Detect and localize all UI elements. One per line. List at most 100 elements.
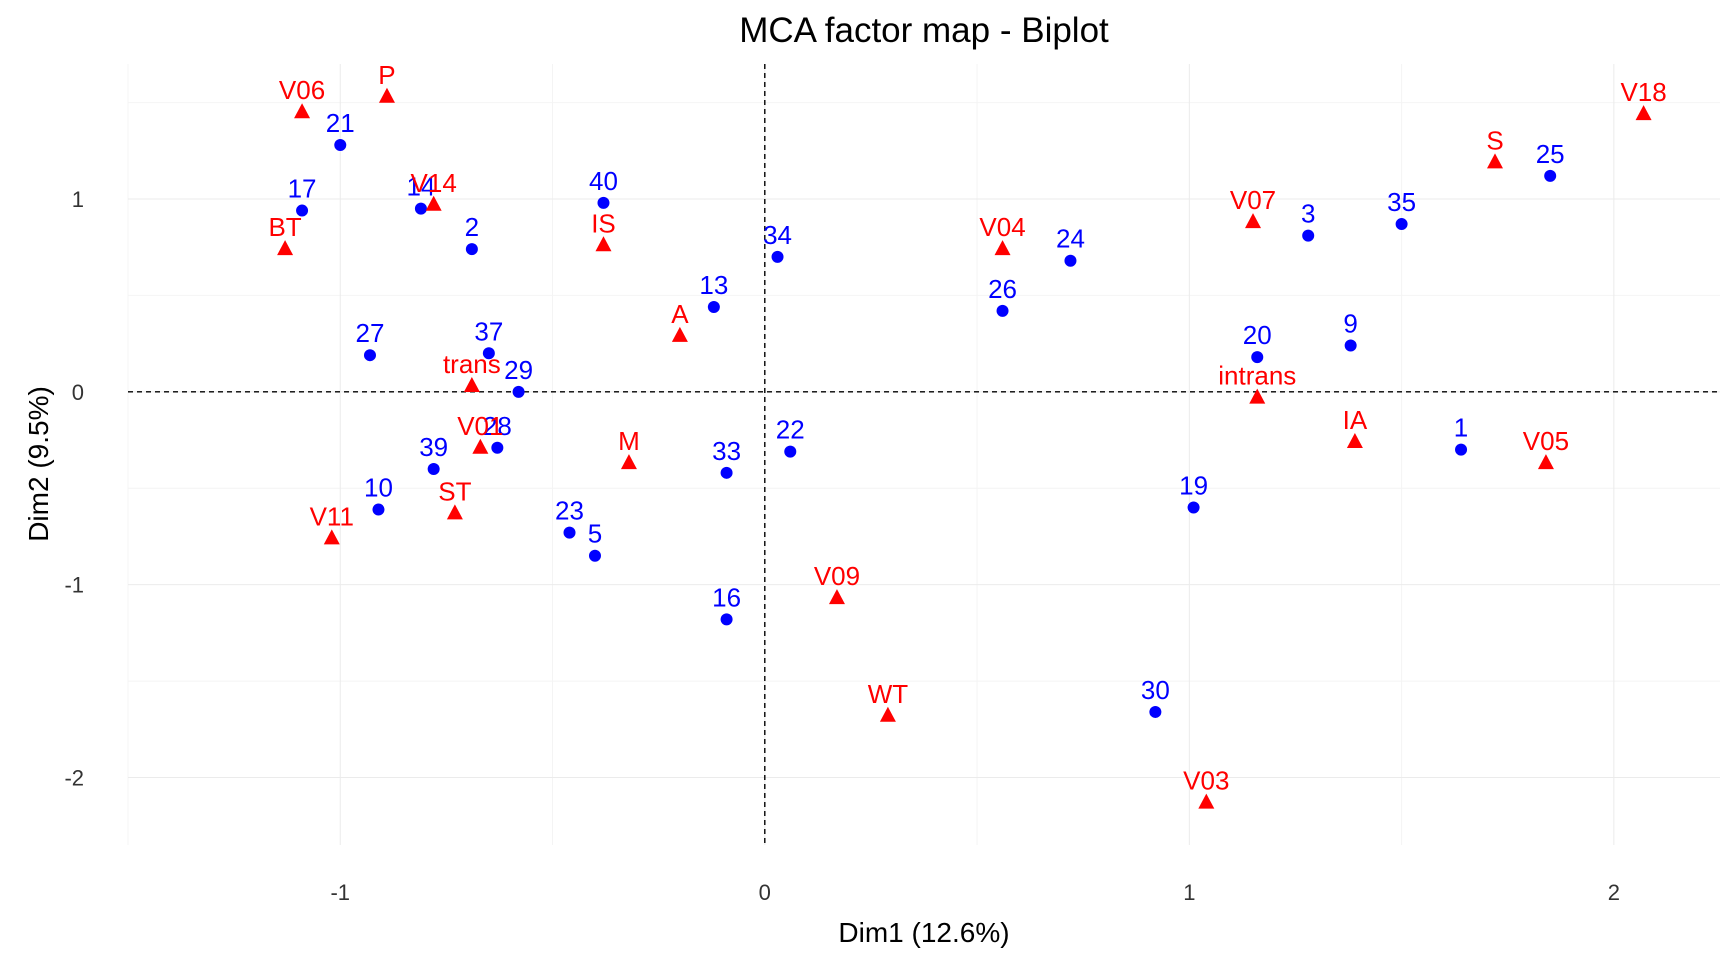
variable-category-label: S — [1486, 125, 1503, 155]
variable-category-label: intrans — [1218, 361, 1296, 391]
individual-point — [296, 204, 309, 217]
variable-category-label: V03 — [1183, 766, 1229, 796]
variable-category-label: ST — [438, 476, 471, 506]
individual-point — [372, 503, 385, 516]
variable-category-point — [446, 504, 463, 520]
individual-label: 35 — [1387, 187, 1416, 217]
variable-category-label: trans — [443, 349, 501, 379]
individual-point — [720, 466, 733, 479]
variable-category-label: WT — [868, 679, 909, 709]
individual-label: 29 — [504, 355, 533, 385]
variable-category-point — [472, 438, 489, 454]
axis-ticks: -1 0 1 2 -2 -1 0 1 — [64, 187, 1620, 905]
variable-category-point — [463, 377, 480, 393]
x-tick-label: 2 — [1608, 880, 1620, 905]
variable-category-label: IS — [591, 208, 616, 238]
individual-point — [1544, 169, 1557, 182]
x-tick-label: 0 — [759, 880, 771, 905]
variable-category-point — [879, 706, 896, 722]
individual-label: 22 — [776, 415, 805, 445]
y-tick-label: 0 — [72, 380, 84, 405]
individual-point — [465, 243, 478, 256]
variable-category-label: M — [618, 426, 640, 456]
variable-category-point — [425, 195, 442, 211]
variable-category-label: V01 — [457, 411, 503, 441]
individual-label: 26 — [988, 274, 1017, 304]
variable-category-point — [1486, 153, 1503, 169]
variable-category-point — [1346, 432, 1363, 448]
individual-point — [1302, 229, 1315, 242]
individual-label: 21 — [326, 108, 355, 138]
variable-category-point — [671, 326, 688, 342]
individual-label: 28 — [483, 411, 512, 441]
individual-point — [1251, 351, 1264, 364]
individual-point — [996, 304, 1009, 317]
individual-label: 14 — [406, 172, 435, 202]
variable-category-label: V18 — [1620, 77, 1666, 107]
variable-category-point — [994, 240, 1011, 256]
variable-category-point — [1249, 388, 1266, 404]
grid — [127, 64, 1720, 845]
individual-label: 34 — [763, 220, 792, 250]
individual-label: 5 — [588, 519, 602, 549]
individual-point — [491, 441, 504, 454]
individual-label: 37 — [474, 316, 503, 346]
individual-point — [707, 300, 720, 313]
individual-point — [1344, 339, 1357, 352]
individual-label: 25 — [1536, 139, 1565, 169]
x-tick-label: 1 — [1183, 880, 1195, 905]
individual-point — [784, 445, 797, 458]
variable-category-label: V07 — [1230, 185, 1276, 215]
point-markers — [277, 87, 1652, 809]
variable-category-point — [1537, 454, 1554, 470]
variable-category-point — [828, 589, 845, 605]
variable-category-label: V06 — [279, 75, 325, 105]
variable-category-point — [1635, 105, 1652, 121]
individual-point — [427, 462, 440, 475]
individual-point — [1064, 254, 1077, 267]
variable-category-label: V11 — [310, 501, 354, 531]
individual-label: 13 — [699, 270, 728, 300]
individual-point — [720, 613, 733, 626]
variable-category-point — [595, 236, 612, 252]
individual-label: 10 — [364, 472, 393, 502]
individual-point — [363, 349, 376, 362]
variable-category-label: V05 — [1523, 426, 1569, 456]
individual-label: 39 — [419, 432, 448, 462]
y-tick-label: 1 — [72, 187, 84, 212]
individual-label: 23 — [555, 496, 584, 526]
individual-point — [414, 202, 427, 215]
variable-category-label: V04 — [979, 212, 1025, 242]
individual-label: 33 — [712, 436, 741, 466]
y-tick-label: -1 — [64, 573, 84, 598]
variable-category-label: P — [378, 60, 395, 90]
individual-label: 27 — [356, 318, 385, 348]
individual-point — [1187, 501, 1200, 514]
individual-label: 20 — [1243, 320, 1272, 350]
variable-category-point — [323, 529, 340, 545]
variable-category-label: BT — [268, 212, 301, 242]
variable-category-point — [378, 87, 395, 103]
individual-point — [512, 385, 525, 398]
variable-category-label: A — [671, 299, 689, 329]
origin-lines — [128, 64, 1720, 845]
x-tick-label: -1 — [330, 880, 350, 905]
individual-point — [588, 549, 601, 562]
variable-category-point — [1198, 793, 1215, 809]
individual-point — [482, 347, 495, 360]
variable-category-label: V09 — [814, 561, 860, 591]
individual-point — [1455, 443, 1468, 456]
individual-label: 30 — [1141, 675, 1170, 705]
individual-label: 24 — [1056, 224, 1085, 254]
individual-label: 2 — [465, 212, 479, 242]
individual-point — [1395, 218, 1408, 231]
variable-category-point — [277, 240, 294, 256]
x-axis-title: Dim1 (12.6%) — [838, 917, 1009, 948]
y-tick-label: -2 — [64, 766, 84, 791]
variable-category-label: IA — [1343, 405, 1368, 435]
individual-point — [1149, 705, 1162, 718]
variable-category-point — [620, 454, 637, 470]
variable-category-point — [294, 103, 311, 119]
